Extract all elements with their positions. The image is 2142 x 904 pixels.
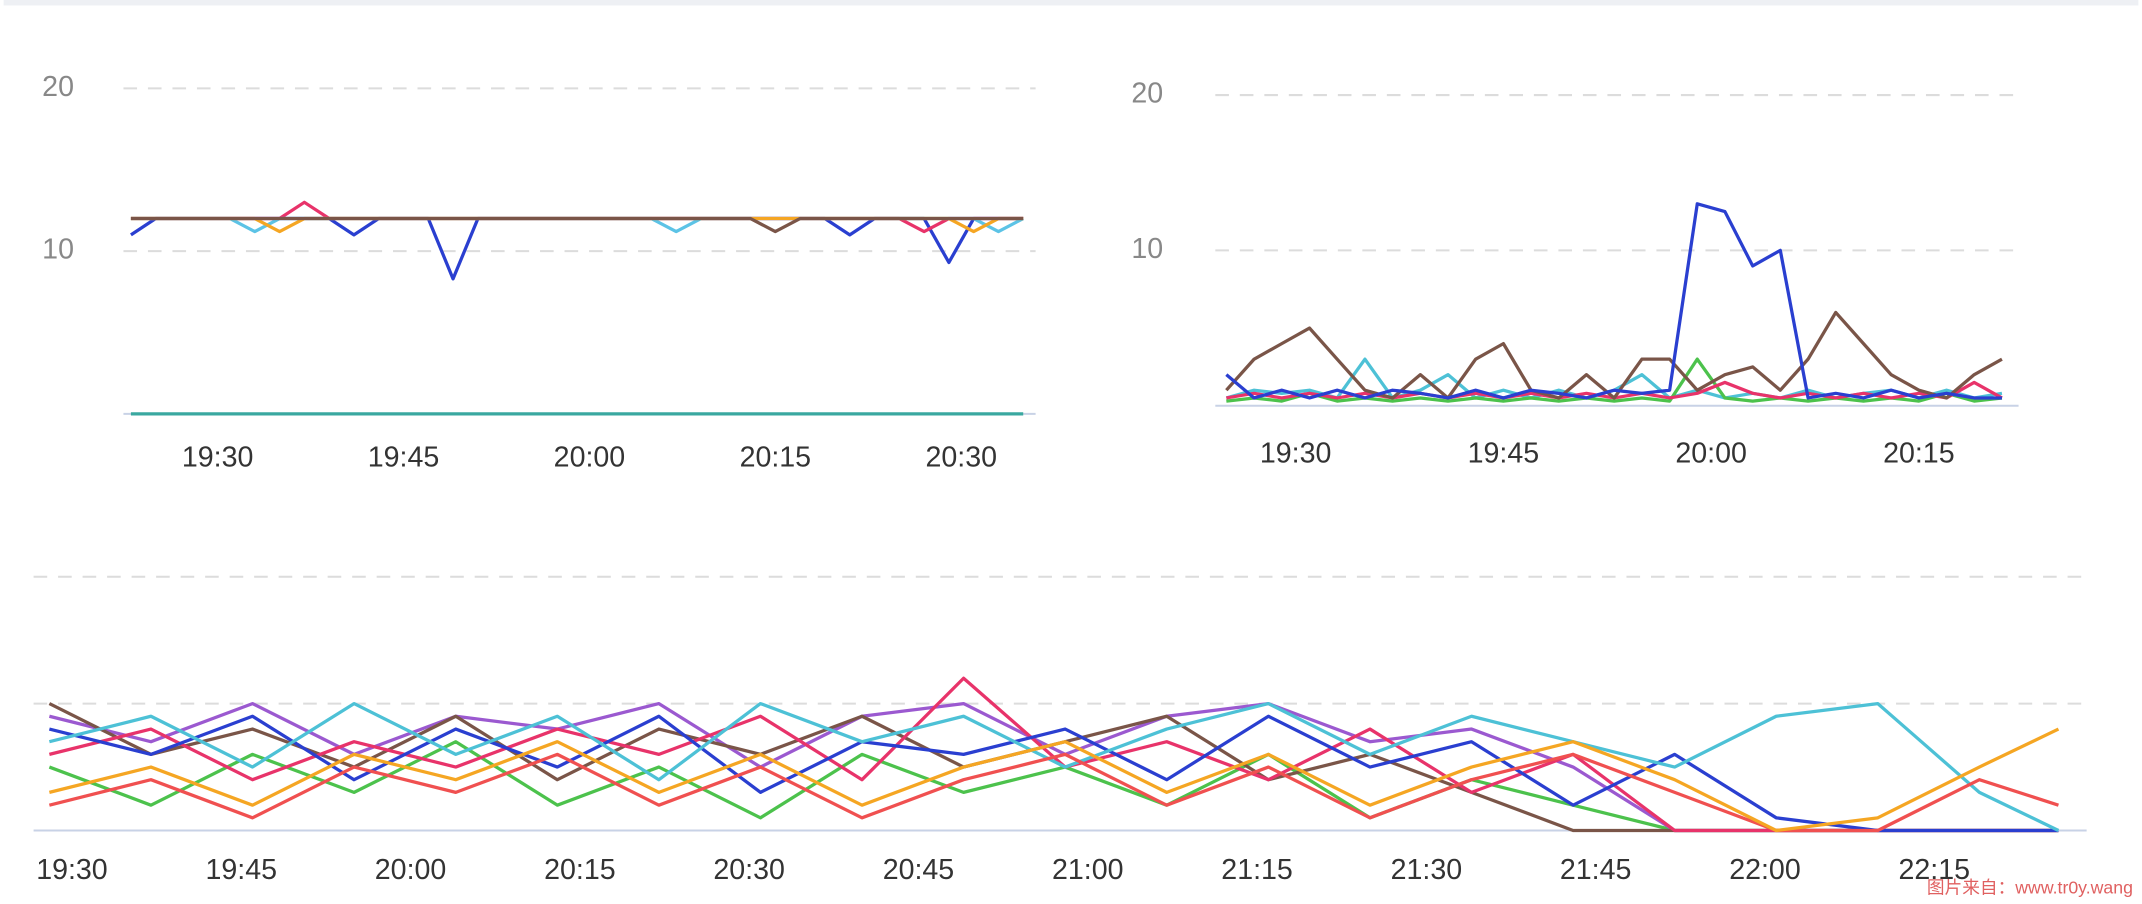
series-line — [130, 216, 1024, 234]
y-tick-label: 20 — [42, 71, 74, 103]
x-tick-label: 19:30 — [36, 854, 108, 886]
x-tick-label: 20:00 — [1675, 437, 1747, 469]
series-line — [48, 752, 2059, 833]
x-tick-label: 20:15 — [544, 854, 616, 886]
x-tick-label: 22:00 — [1729, 854, 1801, 886]
x-tick-label: 19:45 — [1468, 437, 1540, 469]
x-tick-label: 19:45 — [368, 441, 440, 473]
series-line — [48, 714, 2059, 833]
x-tick-label: 20:15 — [740, 441, 812, 473]
x-tick-label: 20:00 — [554, 441, 626, 473]
x-tick-label: 20:30 — [925, 441, 997, 473]
series-line — [48, 701, 2060, 832]
y-tick-label: 10 — [1131, 233, 1163, 265]
x-tick-label: 21:45 — [1560, 854, 1632, 886]
series-line — [1225, 202, 2002, 400]
series-line — [130, 216, 1024, 234]
y-tick-label: 10 — [42, 234, 74, 266]
x-tick-label: 19:45 — [205, 854, 277, 886]
x-tick-label: 20:00 — [375, 854, 447, 886]
x-tick-label: 20:45 — [883, 854, 955, 886]
x-tick-label: 21:30 — [1391, 854, 1463, 886]
x-tick-label: 21:00 — [1052, 854, 1124, 886]
x-tick-label: 21:15 — [1221, 854, 1293, 886]
y-tick-label: 20 — [1131, 78, 1163, 110]
x-tick-label: 19:30 — [1260, 437, 1332, 469]
series-line — [1225, 310, 2003, 400]
series-line — [48, 727, 2060, 833]
x-tick-label: 22:15 — [1899, 854, 1971, 886]
top-bar — [3, 0, 2139, 6]
watermark: 图片来自：www.tr0y.wang — [1927, 878, 2133, 898]
x-tick-label: 19:30 — [182, 441, 254, 473]
x-tick-label: 20:15 — [1883, 437, 1955, 469]
series-line — [1226, 357, 2003, 403]
x-tick-label: 20:30 — [713, 854, 785, 886]
